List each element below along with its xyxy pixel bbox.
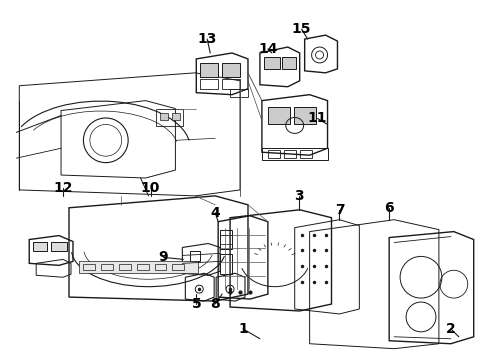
Text: 7: 7 bbox=[335, 203, 344, 217]
Text: 11: 11 bbox=[308, 112, 327, 126]
Bar bbox=[154, 264, 167, 270]
Bar bbox=[119, 264, 131, 270]
Text: 1: 1 bbox=[238, 322, 248, 336]
Bar bbox=[200, 79, 218, 89]
Bar bbox=[172, 113, 180, 121]
Text: 14: 14 bbox=[258, 42, 278, 56]
Text: 12: 12 bbox=[53, 181, 73, 195]
Bar bbox=[161, 113, 169, 121]
Bar bbox=[282, 57, 295, 69]
Text: 15: 15 bbox=[292, 22, 312, 36]
Bar bbox=[264, 57, 280, 69]
Bar bbox=[200, 63, 218, 77]
Text: 5: 5 bbox=[192, 297, 201, 311]
Text: 9: 9 bbox=[159, 251, 168, 264]
Text: 8: 8 bbox=[210, 297, 220, 311]
Text: 10: 10 bbox=[141, 181, 160, 195]
Bar bbox=[172, 264, 184, 270]
Bar bbox=[294, 107, 316, 125]
Bar bbox=[51, 242, 67, 251]
Text: 4: 4 bbox=[210, 206, 220, 220]
Text: 2: 2 bbox=[446, 322, 456, 336]
Bar bbox=[79, 261, 198, 273]
Text: 3: 3 bbox=[294, 189, 303, 203]
Bar bbox=[83, 264, 95, 270]
Bar bbox=[268, 107, 290, 125]
Bar bbox=[137, 264, 148, 270]
Bar bbox=[268, 150, 280, 158]
Bar bbox=[222, 79, 240, 89]
Bar bbox=[155, 109, 183, 126]
Bar bbox=[220, 255, 232, 274]
Bar bbox=[284, 150, 295, 158]
Bar bbox=[190, 251, 200, 261]
Bar bbox=[220, 230, 232, 249]
Text: 13: 13 bbox=[197, 32, 217, 46]
Bar bbox=[101, 264, 113, 270]
Bar bbox=[33, 242, 47, 251]
Text: 6: 6 bbox=[384, 201, 394, 215]
Bar bbox=[222, 63, 240, 77]
Bar bbox=[300, 150, 312, 158]
